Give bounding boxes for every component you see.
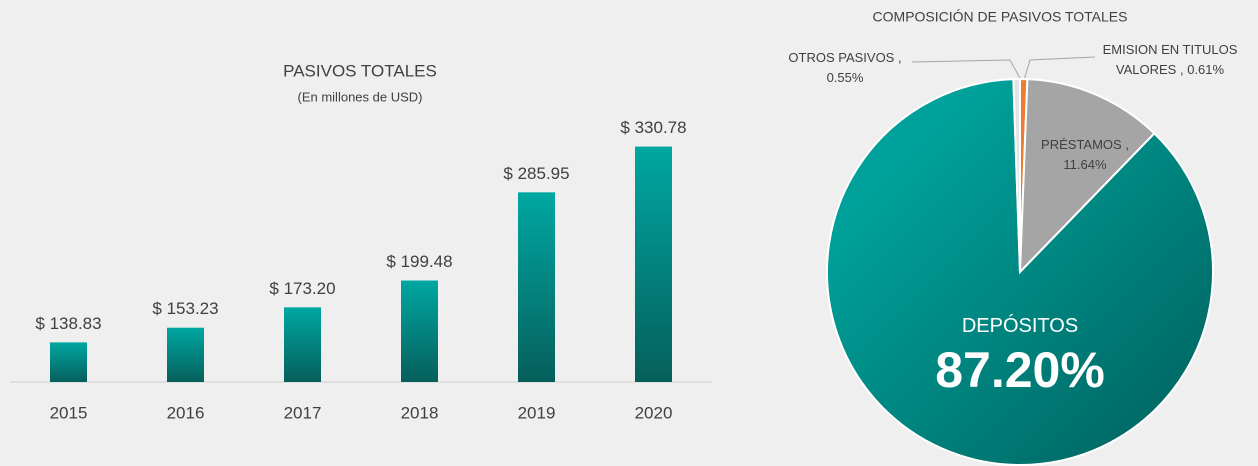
pie-slice <box>1012 77 1021 273</box>
value-label: $ 138.83 <box>35 314 101 333</box>
value-label: $ 173.20 <box>269 279 335 298</box>
x-tick-label: 2019 <box>518 403 556 422</box>
x-tick-label: 2018 <box>401 403 439 422</box>
value-label: 11.64% <box>1063 157 1107 172</box>
bar <box>50 342 87 382</box>
bar <box>635 146 672 382</box>
leader-line <box>1023 56 1096 81</box>
category: EMISION EN TITULOS VALORES , <box>1102 42 1238 77</box>
bar <box>518 192 555 382</box>
category: OTROS PASIVOS , <box>788 50 902 65</box>
value-label: 0.61% <box>1187 62 1225 77</box>
value-label: $ 285.95 <box>503 164 569 183</box>
leader-line <box>911 59 1022 81</box>
pie-slice <box>1018 78 1156 275</box>
bar <box>167 327 204 382</box>
pie-slice <box>826 78 1214 466</box>
bar <box>284 307 321 382</box>
pie-label: OTROS PASIVOS , 0.55% <box>760 48 930 88</box>
x-tick-label: 2015 <box>50 403 88 422</box>
value-label: 0.55% <box>826 70 864 85</box>
category: PRÉSTAMOS , <box>1041 137 1129 152</box>
bar-title: PASIVOS TOTALES <box>283 61 437 80</box>
pie-label: PRÉSTAMOS , 11.64% <box>1030 135 1140 175</box>
value-label: $ 330.78 <box>620 118 686 137</box>
pie-label: DEPÓSITOS 87.20% <box>900 312 1140 400</box>
pie-title: COMPOSICIÓN DE PASIVOS TOTALES <box>873 9 1128 25</box>
bar-subtitle: (En millones de USD) <box>298 89 423 104</box>
value-label: $ 199.48 <box>386 252 452 271</box>
x-tick-label: 2020 <box>635 403 673 422</box>
x-tick-label: 2016 <box>167 403 205 422</box>
bar <box>401 280 438 382</box>
x-tick-label: 2017 <box>284 403 322 422</box>
category: DEPÓSITOS <box>961 315 1079 337</box>
value-label: 87.20% <box>935 342 1105 398</box>
value-label: $ 153.23 <box>152 299 218 318</box>
pie-label: EMISION EN TITULOS VALORES , 0.61% <box>1090 40 1250 80</box>
